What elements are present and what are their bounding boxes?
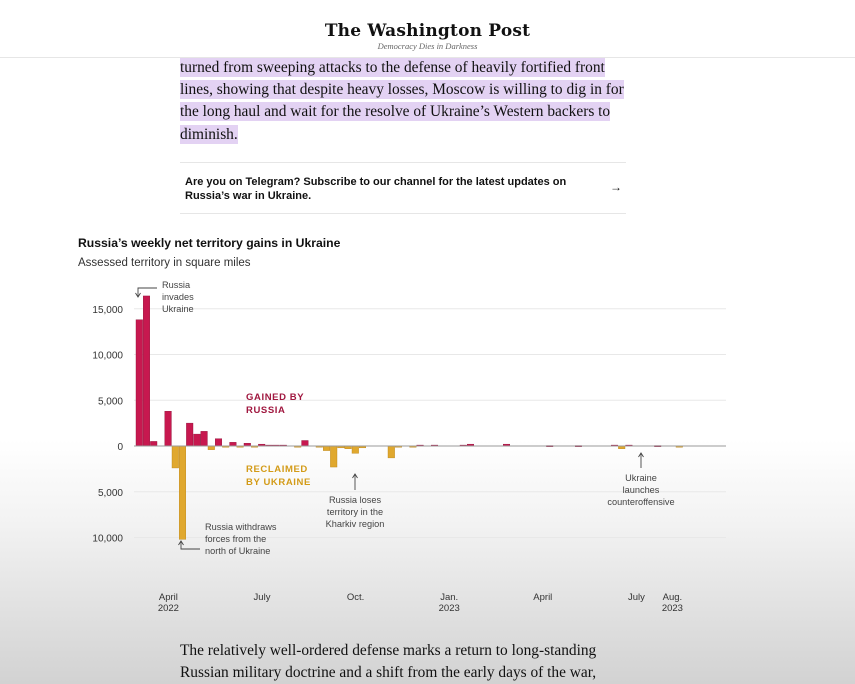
telegram-promo-link[interactable]: Are you on Telegram? Subscribe to our ch… [180, 162, 626, 214]
article-paragraph: turned from sweeping attacks to the defe… [180, 57, 625, 146]
annotation-arrow [638, 452, 644, 458]
annotation-russia-withdraws: forces from the [205, 534, 266, 544]
bar-gained [150, 441, 158, 447]
chart-title: Russia’s weekly net territory gains in U… [78, 236, 341, 250]
arrow-right-icon: → [610, 180, 622, 194]
bar-reclaimed [178, 445, 186, 540]
bar-gained [164, 411, 172, 447]
x-tick-label: April [159, 592, 178, 603]
bar-gained [135, 319, 143, 447]
y-tick-label: 5,000 [98, 396, 123, 407]
annotation-russia-invades: invades [162, 292, 194, 302]
annotation-arrow [352, 473, 358, 479]
y-tick-label: 10,000 [92, 351, 123, 362]
annotation-russia-withdraws: Russia withdraws [205, 522, 277, 532]
bar-gained [142, 295, 150, 447]
telegram-promo-text: Are you on Telegram? Subscribe to our ch… [185, 176, 567, 202]
y-tick-label: 10,000 [92, 534, 123, 545]
annotation-arrow [137, 287, 157, 296]
reclaimed-by-ukraine-label: BY UKRAINE [246, 477, 311, 488]
bar-reclaimed [351, 445, 359, 454]
annotation-russia-invades: Ukraine [162, 304, 194, 314]
x-tick-label: 2022 [158, 603, 179, 614]
x-tick-label: July [628, 592, 645, 603]
y-tick-label: 0 [117, 442, 123, 453]
annotation-kharkiv: Kharkiv region [326, 519, 385, 529]
annotation-counteroffensive: launches [623, 485, 660, 495]
reclaimed-by-ukraine-label: RECLAIMED [246, 464, 308, 475]
y-tick-label: 5,000 [98, 488, 123, 499]
bar-gained [229, 442, 237, 447]
annotation-arrow [178, 540, 184, 546]
bar-reclaimed [330, 445, 338, 468]
bar-reclaimed [387, 445, 395, 459]
masthead: The Washington Post Democracy Dies in Da… [0, 0, 855, 58]
annotation-russia-invades: Russia [162, 280, 191, 290]
annotation-counteroffensive: Ukraine [625, 473, 657, 483]
closing-paragraph: The relatively well-ordered defense mark… [180, 642, 597, 682]
y-tick-label: 15,000 [92, 305, 123, 316]
gained-by-russia-label: RUSSIA [246, 405, 286, 416]
chart-subtitle: Assessed territory in square miles [78, 257, 251, 269]
bar-reclaimed [207, 445, 215, 450]
bar-reclaimed [323, 445, 331, 451]
annotation-kharkiv: Russia loses [329, 495, 381, 505]
annotation-russia-withdraws: north of Ukraine [205, 546, 270, 556]
bar-gained [301, 440, 309, 447]
x-tick-label: 2023 [662, 603, 683, 614]
bar-reclaimed [171, 445, 179, 469]
x-tick-label: Jan. [440, 592, 458, 603]
annotation-kharkiv: territory in the [327, 507, 383, 517]
masthead-tagline: Democracy Dies in Darkness [377, 41, 478, 51]
annotation-arrow [135, 292, 141, 298]
annotation-counteroffensive: counteroffensive [607, 497, 674, 507]
x-tick-label: April [533, 592, 552, 603]
x-tick-label: Oct. [347, 592, 364, 603]
bar-gained [214, 438, 222, 447]
highlighted-paragraph-text: turned from sweeping attacks to the defe… [180, 58, 624, 144]
x-tick-label: Aug. [663, 592, 683, 603]
territory-chart: 15,000 10,000 5,000 0 5,000 10,000 GAINED BY RU… [92, 280, 726, 614]
gained-by-russia-label: GAINED BY [246, 392, 304, 403]
x-tick-label: 2023 [439, 603, 460, 614]
x-tick-label: July [254, 592, 271, 603]
bar-gained [186, 422, 194, 447]
annotation-arrow [180, 541, 200, 550]
bar-gained [200, 431, 208, 447]
washington-post-logo[interactable]: The Washington Post [324, 21, 531, 41]
bar-gained [193, 433, 201, 447]
